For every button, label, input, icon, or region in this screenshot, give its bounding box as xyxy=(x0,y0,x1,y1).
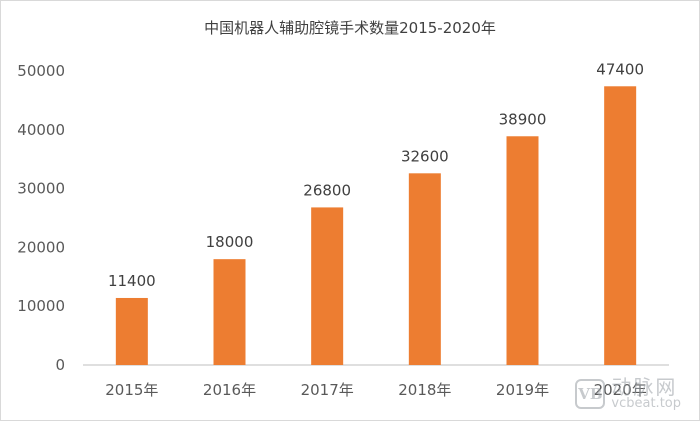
bar xyxy=(115,297,148,365)
bar xyxy=(311,207,344,365)
data-label: 38900 xyxy=(499,110,547,128)
watermark-text: 动脉网 vcbeat.top xyxy=(611,377,681,410)
bar xyxy=(506,136,539,365)
x-tick-label: 2019年 xyxy=(496,381,549,399)
bar xyxy=(408,173,441,365)
bar xyxy=(213,259,246,365)
watermark-brand: 动脉网 xyxy=(611,375,678,399)
data-label: 11400 xyxy=(108,272,156,290)
x-tick-label: 2016年 xyxy=(203,381,256,399)
data-label: 18000 xyxy=(206,233,254,251)
data-label: 26800 xyxy=(303,181,351,199)
data-label: 47400 xyxy=(596,60,644,78)
x-tick-label: 2017年 xyxy=(301,381,354,399)
x-tick-label: 2020年 xyxy=(594,381,647,399)
watermark-url: vcbeat.top xyxy=(611,396,681,411)
y-tick-label: 50000 xyxy=(17,62,65,80)
y-tick-label: 20000 xyxy=(17,238,65,256)
watermark: VB 动脉网 vcbeat.top xyxy=(575,377,681,410)
x-tick-label: 2015年 xyxy=(105,381,158,399)
chart-title: 中国机器人辅助腔镜手术数量2015-2020年 xyxy=(204,19,496,37)
x-tick-label: 2018年 xyxy=(398,381,451,399)
y-tick-label: 0 xyxy=(55,356,65,374)
data-label: 32600 xyxy=(401,147,449,165)
y-tick-label: 40000 xyxy=(17,121,65,139)
vcbeat-logo-icon: VB xyxy=(575,378,606,409)
y-tick-label: 10000 xyxy=(17,297,65,315)
bar xyxy=(604,86,637,366)
y-tick-label: 30000 xyxy=(17,180,65,198)
